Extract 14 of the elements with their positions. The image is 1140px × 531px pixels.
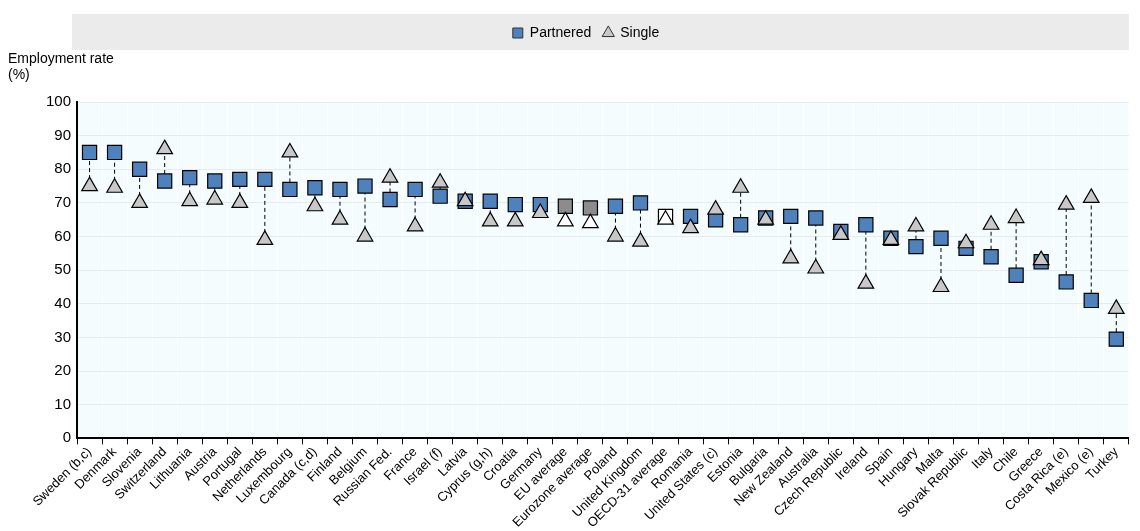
- y-tick-label: 90: [54, 125, 72, 143]
- legend-label: Partnered: [529, 23, 592, 40]
- y-tick-label: 100: [46, 92, 72, 110]
- y-tick-label: 20: [54, 361, 72, 379]
- y-tick-label: 30: [54, 327, 72, 345]
- y-tick-label: 70: [54, 193, 72, 211]
- y-tick-label: 50: [54, 260, 72, 278]
- legend-label: Single: [620, 23, 660, 40]
- y-tick-label: 10: [54, 394, 72, 412]
- y-tick-label: 80: [54, 159, 72, 177]
- y-tick-label: 40: [54, 293, 72, 311]
- y-tick-label: 0: [62, 428, 72, 446]
- y-tick-label: 60: [54, 226, 72, 244]
- y-axis-title: Employment rate (%): [8, 49, 115, 82]
